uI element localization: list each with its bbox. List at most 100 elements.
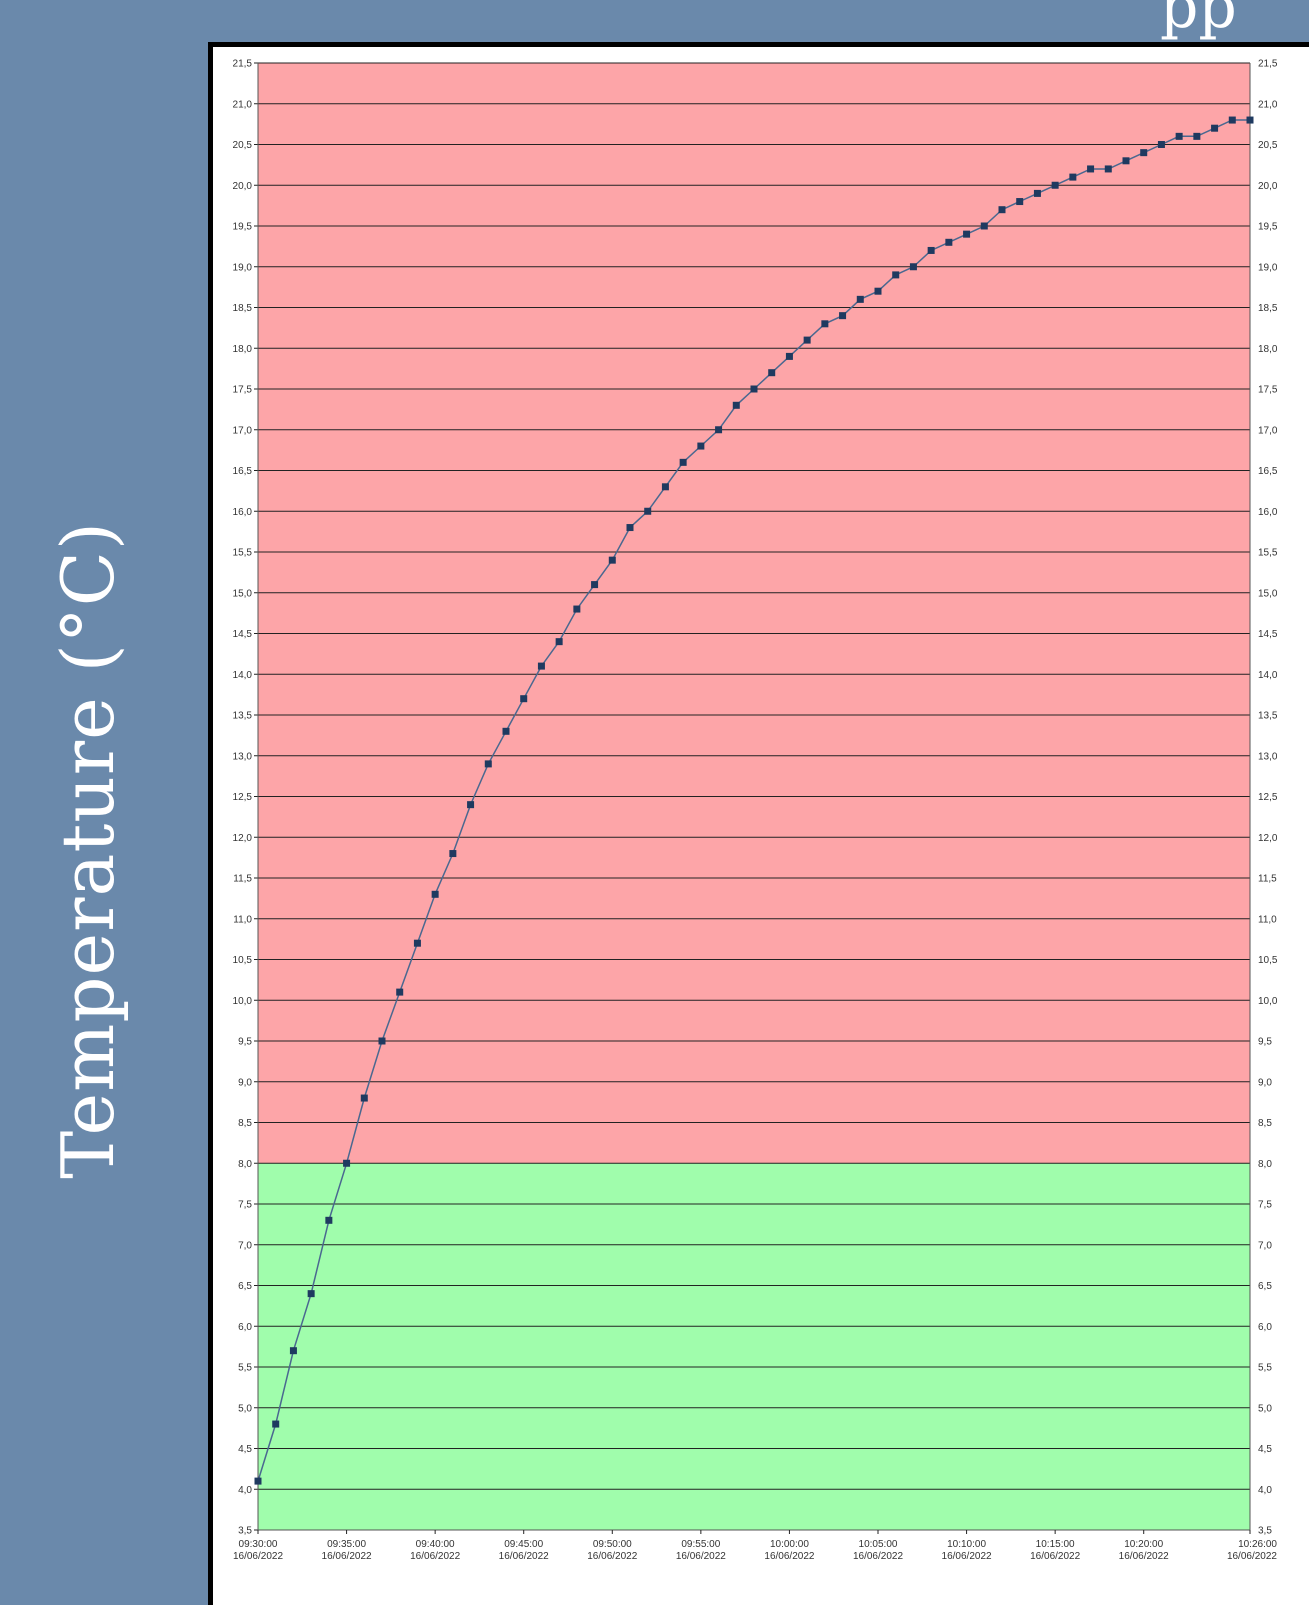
data-point [1069, 173, 1077, 181]
y-tick-label-right: 6,0 [1258, 1322, 1272, 1333]
band-below-threshold [258, 1163, 1250, 1530]
data-point [1016, 198, 1024, 206]
y-tick-label-right: 20,5 [1258, 140, 1278, 151]
y-axis-caption: Temperature (°C) [46, 521, 130, 1179]
y-tick-label: 21,5 [233, 59, 253, 70]
x-tick-time: 10:26:00 [1238, 1539, 1277, 1550]
x-tick-date: 16/06/2022 [1030, 1551, 1080, 1562]
x-tick-time: 09:45:00 [504, 1539, 543, 1550]
y-tick-label: 5,0 [238, 1403, 252, 1414]
data-point [1051, 181, 1059, 189]
data-point [1228, 116, 1236, 124]
y-tick-label: 11,0 [233, 914, 252, 925]
series-markers [254, 116, 1254, 1485]
y-tick-label-right: 10,0 [1258, 996, 1278, 1007]
y-tick-label: 7,0 [238, 1240, 252, 1251]
y-tick-label-right: 18,5 [1258, 303, 1278, 314]
y-tick-label-right: 21,0 [1258, 99, 1278, 110]
data-point [856, 295, 864, 303]
x-tick-time: 09:30:00 [239, 1539, 278, 1550]
y-tick-label: 16,5 [233, 466, 253, 477]
y-tick-label-right: 14,5 [1258, 629, 1278, 640]
data-point [1087, 165, 1095, 173]
gridlines [254, 62, 1251, 1531]
y-tick-label: 16,0 [233, 507, 253, 518]
y-tick-label: 3,5 [238, 1526, 252, 1537]
y-tick-label: 5,5 [238, 1363, 252, 1374]
data-point [520, 695, 528, 703]
y-tick-label: 13,0 [233, 751, 253, 762]
data-point [1175, 132, 1183, 140]
band-above-threshold [258, 63, 1250, 1164]
y-tick-label-right: 7,0 [1258, 1240, 1272, 1251]
data-point [679, 458, 687, 466]
data-point [874, 287, 882, 295]
data-point [732, 401, 740, 409]
x-tick-time: 09:55:00 [681, 1539, 720, 1550]
y-tick-label-right: 4,5 [1258, 1444, 1272, 1455]
y-tick-label-right: 12,5 [1258, 792, 1278, 803]
y-tick-label-right: 6,5 [1258, 1281, 1272, 1292]
y-tick-label: 9,0 [238, 1077, 252, 1088]
x-tick-time: 10:15:00 [1036, 1539, 1075, 1550]
y-tick-label: 11,5 [233, 874, 252, 885]
data-point [980, 222, 988, 230]
y-tick-label: 19,0 [233, 262, 253, 273]
x-tick-time: 09:40:00 [416, 1539, 455, 1550]
data-point [413, 939, 421, 947]
data-point [1104, 165, 1112, 173]
y-tick-label: 18,5 [233, 303, 253, 314]
x-tick-date: 16/06/2022 [233, 1551, 283, 1562]
data-point [1211, 124, 1219, 132]
y-tick-label: 20,5 [233, 140, 253, 151]
data-point [254, 1477, 262, 1485]
data-point [591, 581, 599, 589]
y-tick-label: 12,5 [233, 792, 253, 803]
y-tick-label-right: 9,5 [1258, 1037, 1272, 1048]
x-tick-time: 10:05:00 [859, 1539, 898, 1550]
y-tick-label-right: 14,0 [1258, 670, 1278, 681]
y-tick-label: 6,5 [238, 1281, 252, 1292]
data-point [945, 238, 953, 246]
x-tick-date: 16/06/2022 [1119, 1551, 1169, 1562]
threshold-bands [258, 63, 1250, 1530]
y-tick-label: 12,0 [233, 833, 253, 844]
data-point [378, 1037, 386, 1045]
data-point [750, 385, 758, 393]
data-point [1157, 141, 1165, 148]
data-point [998, 206, 1006, 214]
y-tick-labels-right: 3,5 4,0 4,5 5,0 5,5 6,0 6,5 7,0 7,5 8,0 8,5 9,0 9,5 1… [1258, 59, 1278, 1537]
y-tick-label-right: 21,5 [1258, 59, 1278, 70]
x-tick-date: 16/06/2022 [410, 1551, 460, 1562]
y-tick-label: 18,0 [233, 344, 253, 355]
x-tick-date: 16/06/2022 [853, 1551, 903, 1562]
data-point [963, 230, 971, 238]
y-tick-label-right: 8,5 [1258, 1118, 1272, 1129]
data-point [768, 369, 776, 377]
data-point [715, 426, 723, 434]
y-tick-label-right: 19,5 [1258, 222, 1278, 233]
y-tick-label-right: 16,0 [1258, 507, 1278, 518]
y-tick-label: 8,0 [238, 1159, 252, 1170]
y-tick-label: 17,5 [233, 385, 253, 396]
cropped-heading-fragment: pp [1160, 0, 1237, 42]
y-tick-label-right: 15,5 [1258, 548, 1278, 559]
data-point [272, 1420, 280, 1428]
x-tick-labels: 09:30:0016/06/202209:35:0016/06/202209:4… [233, 1530, 1277, 1562]
y-tick-label: 6,0 [238, 1322, 252, 1333]
data-point [537, 662, 545, 670]
data-point [1193, 132, 1201, 140]
data-point [431, 890, 439, 898]
y-tick-label-right: 8,0 [1258, 1159, 1272, 1170]
y-tick-label: 19,5 [233, 222, 253, 233]
x-tick-time: 09:35:00 [327, 1539, 366, 1550]
data-point [785, 352, 793, 360]
data-point [555, 638, 563, 646]
data-point [1140, 149, 1148, 157]
data-point [644, 507, 652, 515]
y-tick-label: 7,5 [238, 1200, 252, 1211]
y-tick-label: 14,0 [233, 670, 253, 681]
x-tick-date: 16/06/2022 [942, 1551, 992, 1562]
y-tick-label-right: 20,0 [1258, 181, 1278, 192]
data-point [325, 1216, 333, 1224]
